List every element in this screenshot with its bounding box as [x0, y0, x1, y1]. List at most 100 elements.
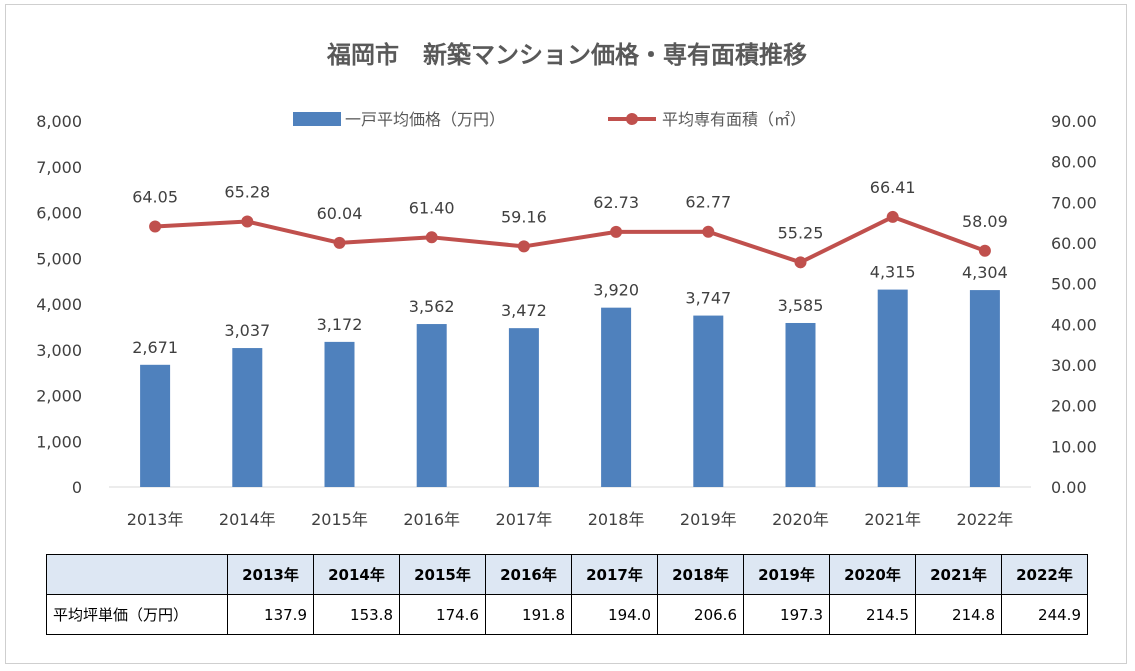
table-cell: 137.9: [227, 594, 314, 635]
bar: [416, 324, 447, 487]
table-cell: 194.0: [571, 594, 658, 635]
x-axis-tick-label: 2022年: [957, 510, 1014, 529]
line-data-label: 65.28: [224, 183, 270, 202]
legend-bar-swatch: [293, 112, 341, 126]
line-path: [154, 214, 986, 265]
right-axis-tick-label: 80.00: [1051, 153, 1097, 172]
table-header-cell: 2021年: [915, 554, 1002, 595]
line-point: [978, 244, 991, 257]
bar: [601, 307, 632, 487]
combo-chart: 福岡市 新築マンション価格・専有面積推移 一戸平均価格（万円） 平均専有面積（㎡）…: [36, 41, 1097, 529]
left-axis-tick-label: 3,000: [36, 341, 82, 360]
right-axis-tick-label: 20.00: [1051, 397, 1097, 416]
bar: [785, 322, 816, 487]
table-row-label: 平均坪単価（万円）: [46, 594, 228, 635]
table-row: 平均坪単価（万円） 137.9 153.8 174.6 191.8 194.0 206.6 1…: [46, 594, 1088, 635]
line-data-label: 66.41: [870, 178, 916, 197]
left-axis-tick-label: 2,000: [36, 387, 82, 406]
bar: [969, 290, 1000, 487]
right-axis-tick-label: 90.00: [1051, 112, 1097, 131]
bar: [232, 348, 263, 487]
table-header-cell: 2017年: [571, 554, 658, 595]
table-cell: 214.8: [915, 594, 1002, 635]
bar-data-label: 3,920: [593, 281, 639, 300]
x-axis-tick-label: 2021年: [864, 510, 921, 529]
bar-data-label: 3,472: [501, 301, 547, 320]
bar-data-label: 3,747: [685, 289, 731, 308]
left-axis-tick-label: 6,000: [36, 204, 82, 223]
left-axis-tick-label: 5,000: [36, 249, 82, 268]
bar-series: 2,671 3,037 3,172 3,562 3,472 3,920 3,747 3,585…: [132, 263, 1008, 487]
left-axis-tick-label: 8,000: [36, 112, 82, 131]
table-cell: 244.9: [1001, 594, 1088, 635]
table-header-cell: 2016年: [485, 554, 572, 595]
table-cell: 191.8: [485, 594, 572, 635]
right-axis-tick-label: 70.00: [1051, 193, 1097, 212]
bar-data-label: 3,562: [409, 297, 455, 316]
bar-data-label: 3,037: [224, 321, 270, 340]
line-point: [333, 236, 346, 249]
line-point: [702, 225, 715, 238]
line-data-label: 61.40: [409, 198, 455, 217]
x-axis-tick-label: 2017年: [496, 510, 553, 529]
table-header-cell: 2014年: [313, 554, 400, 595]
line-series: 64.05 65.28 60.04 61.40 59.16 62.73 62.77 55.25…: [132, 178, 1008, 269]
legend-line-marker: [626, 113, 638, 125]
table-header-cell: 2018年: [657, 554, 744, 595]
line-data-label: 60.04: [317, 204, 363, 223]
table-header-cell: 2022年: [1001, 554, 1088, 595]
line-data-label: 64.05: [132, 188, 178, 207]
table-header-row: 2013年 2014年 2015年 2016年 2017年 2018年 2019年 2020年…: [46, 554, 1088, 595]
line-data-label: 58.09: [962, 212, 1008, 231]
bar: [324, 341, 355, 487]
table-header-cell: 2020年: [829, 554, 916, 595]
left-axis-tick-label: 4,000: [36, 295, 82, 314]
right-axis-tick-label: 40.00: [1051, 315, 1097, 334]
table-cell: 174.6: [399, 594, 486, 635]
bar-data-label: 3,585: [778, 296, 824, 315]
table-cell: 153.8: [313, 594, 400, 635]
table-header-cell: 2013年: [227, 554, 314, 595]
legend-line-label: 平均専有面積（㎡）: [662, 110, 806, 129]
chart-title: 福岡市 新築マンション価格・専有面積推移: [326, 41, 807, 69]
right-axis-tick-label: 10.00: [1051, 437, 1097, 456]
bar: [877, 289, 908, 487]
right-axis-tick-label: 0.00: [1051, 478, 1087, 497]
bar-data-label: 4,304: [962, 263, 1008, 282]
table-cell: 206.6: [657, 594, 744, 635]
table-corner-cell: [46, 554, 228, 595]
line-point: [149, 220, 162, 233]
line-point: [794, 256, 807, 269]
x-axis-tick-label: 2015年: [311, 510, 368, 529]
line-data-label: 62.77: [685, 193, 731, 212]
x-axis-tick-label: 2018年: [588, 510, 645, 529]
bar-data-label: 4,315: [870, 263, 916, 282]
line-point: [610, 225, 623, 238]
unit-price-table: 2013年 2014年 2015年 2016年 2017年 2018年 2019年 2020年…: [46, 554, 1088, 635]
right-axis-tick-label: 50.00: [1051, 275, 1097, 294]
right-axis-tick-label: 60.00: [1051, 234, 1097, 253]
bar-data-label: 3,172: [317, 315, 363, 334]
right-axis: 0.00 10.00 20.00 30.00 40.00 50.00 60.00 70.00 8…: [1051, 112, 1097, 497]
bar-data-label: 2,671: [132, 338, 178, 357]
bar: [693, 315, 724, 487]
table-header-cell: 2015年: [399, 554, 486, 595]
left-axis-tick-label: 1,000: [36, 432, 82, 451]
table-cell: 214.5: [829, 594, 916, 635]
line-data-label: 62.73: [593, 193, 639, 212]
table-cell: 197.3: [743, 594, 830, 635]
line-point: [517, 240, 530, 253]
x-axis-tick-label: 2020年: [772, 510, 829, 529]
x-axis: 2013年 2014年 2015年 2016年 2017年 2018年 2019年 2020年…: [109, 486, 1031, 529]
left-axis: 0 1,000 2,000 3,000 4,000 5,000 6,000 7,000 8,00…: [36, 112, 82, 497]
table-header-cell: 2019年: [743, 554, 830, 595]
x-axis-tick-label: 2013年: [127, 510, 184, 529]
left-axis-tick-label: 7,000: [36, 158, 82, 177]
right-axis-tick-label: 30.00: [1051, 356, 1097, 375]
x-axis-tick-label: 2016年: [403, 510, 460, 529]
line-point: [886, 210, 899, 223]
bar: [140, 364, 171, 487]
bar: [508, 328, 539, 487]
legend: 一戸平均価格（万円） 平均専有面積（㎡）: [293, 110, 806, 129]
x-axis-tick-label: 2014年: [219, 510, 276, 529]
